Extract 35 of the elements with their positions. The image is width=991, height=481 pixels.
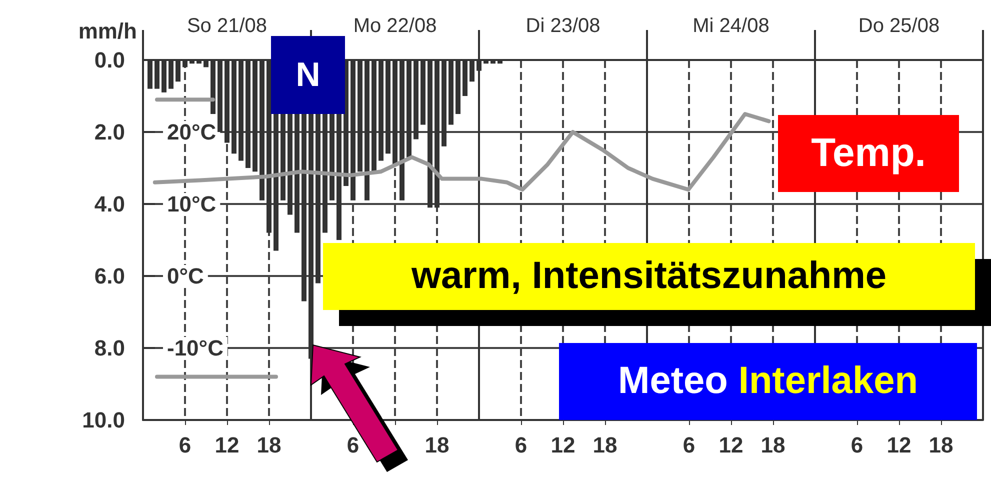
x-tick-label: 18 <box>256 432 282 458</box>
label-box: N <box>271 36 345 114</box>
y2-tick-label: 0°C <box>167 264 204 288</box>
x2-tick-label: Mi 24/08 <box>692 15 770 37</box>
y-tick-label: 2.0 <box>94 120 125 144</box>
y2-tick-label: 10°C <box>167 192 216 216</box>
x-tick-label: 6 <box>682 432 696 458</box>
x-tick-label: 18 <box>928 432 954 458</box>
y-axis-title: mm/h <box>78 18 137 44</box>
y2-tick-label: 20°C <box>167 120 216 144</box>
x-tick-label: 18 <box>424 432 450 458</box>
x-tick-label: 12 <box>886 432 912 458</box>
x-tick-label: 18 <box>592 432 618 458</box>
x-tick-label: 6 <box>178 432 192 458</box>
y2-tick-label: -10°C <box>167 336 224 360</box>
x2-tick-label: So 21/08 <box>186 15 268 37</box>
x2-tick-label: Do 25/08 <box>858 15 940 37</box>
x-tick-label: 12 <box>214 432 240 458</box>
x-tick-label: 12 <box>718 432 744 458</box>
y-tick-label: 8.0 <box>94 336 125 360</box>
y-tick-label: 10.0 <box>82 408 125 432</box>
x-tick-label: 6 <box>514 432 528 458</box>
y-tick-label: 0.0 <box>94 48 125 72</box>
label-box: Meteo Interlaken <box>559 343 977 420</box>
x2-tick-label: Mo 22/08 <box>353 15 437 37</box>
annotation: Meteo Interlaken <box>618 360 918 403</box>
label-box: warm, Intensitätszunahme <box>323 243 975 310</box>
label-box: Temp. <box>778 115 959 192</box>
x-tick-label: 18 <box>760 432 786 458</box>
x2-tick-label: Di 23/08 <box>526 15 600 37</box>
x-tick-label: 6 <box>850 432 864 458</box>
y-tick-label: 4.0 <box>94 192 125 216</box>
x-tick-label: 6 <box>346 432 360 458</box>
y-tick-label: 6.0 <box>94 264 125 288</box>
x-tick-label: 12 <box>550 432 576 458</box>
